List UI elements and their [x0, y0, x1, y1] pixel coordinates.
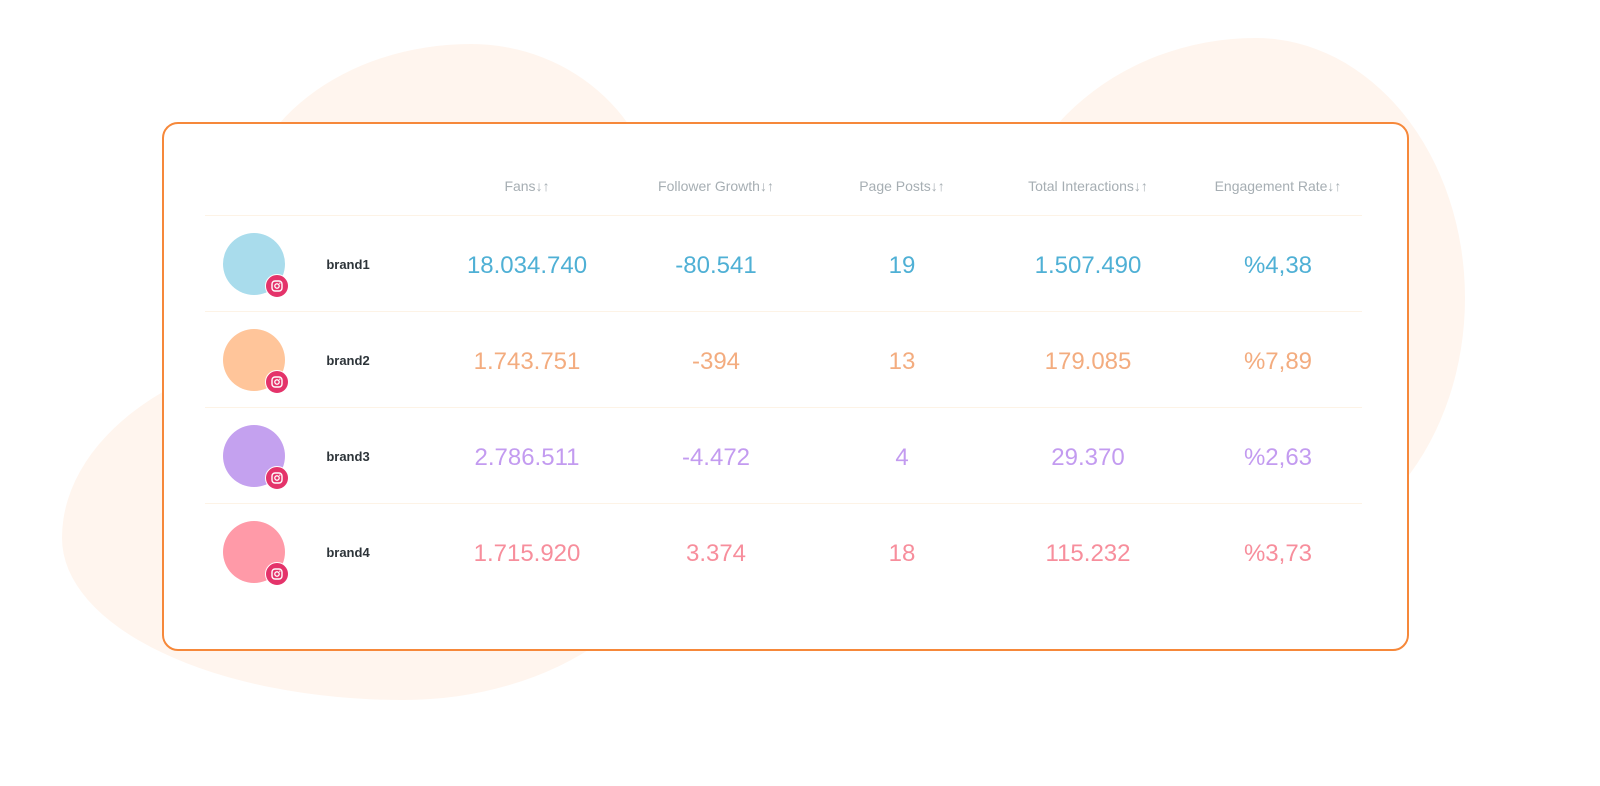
metric-value: 1.507.490: [1034, 252, 1142, 279]
instagram-icon: [265, 370, 289, 394]
metric-value: 19: [888, 252, 916, 279]
sort-header-1[interactable]: Follower Growth↓↑: [658, 178, 774, 194]
brand-name[interactable]: brand2: [326, 353, 370, 368]
sort-header-2[interactable]: Page Posts↓↑: [859, 178, 945, 194]
metric-value: -394: [691, 348, 741, 375]
metric-value: %3,73: [1243, 540, 1313, 567]
brand-name[interactable]: brand3: [326, 449, 370, 464]
table-row: brand2 1.743.751 -394 13 179.085 %7,89: [205, 311, 1362, 408]
sort-header-0[interactable]: Fans↓↑: [504, 178, 549, 194]
brand-name[interactable]: brand4: [326, 545, 370, 560]
metric-value: %2,63: [1243, 444, 1313, 471]
instagram-icon: [265, 562, 289, 586]
metric-value: 29.370: [1051, 444, 1125, 471]
metric-value: 3.374: [685, 540, 747, 567]
metric-value: 179.085: [1044, 348, 1132, 375]
sort-icon: ↓↑: [1133, 178, 1148, 194]
metric-value: -4.472: [681, 444, 751, 471]
metric-value: 1.715.920: [473, 540, 581, 567]
sort-icon: ↓↑: [1327, 178, 1342, 194]
brand-comparison-card: [162, 122, 1409, 651]
metric-value: 1.743.751: [473, 348, 581, 375]
header-label: Fans: [504, 178, 536, 194]
metric-value: %4,38: [1243, 252, 1313, 279]
sort-icon: ↓↑: [535, 178, 550, 194]
metric-value: %7,89: [1243, 348, 1313, 375]
header-label: Page Posts: [859, 178, 931, 194]
header-label: Total Interactions: [1028, 178, 1134, 194]
metric-value: 2.786.511: [474, 444, 580, 471]
instagram-icon: [265, 274, 289, 298]
header-label: Follower Growth: [658, 178, 760, 194]
sort-header-4[interactable]: Engagement Rate↓↑: [1215, 178, 1342, 194]
sort-icon: ↓↑: [930, 178, 945, 194]
sort-icon: ↓↑: [759, 178, 774, 194]
table-row: brand4 1.715.920 3.374 18 115.232 %3,73: [205, 503, 1362, 600]
metric-value: 4: [895, 444, 909, 471]
instagram-icon: [265, 466, 289, 490]
table-header: Fans↓↑ Follower Growth↓↑ Page Posts↓↑ Total…: [205, 172, 1362, 200]
table-row: brand3 2.786.511 -4.472 4 29.370 %2,63: [205, 407, 1362, 504]
header-label: Engagement Rate: [1214, 178, 1328, 194]
metric-value: 115.232: [1045, 540, 1131, 567]
sort-header-3[interactable]: Total Interactions↓↑: [1028, 178, 1148, 194]
metric-value: 13: [888, 348, 916, 375]
table-row: brand1 18.034.740 -80.541 19 1.507.490 %4,38: [205, 215, 1362, 312]
metric-value: 18.034.740: [466, 252, 588, 279]
brand-name[interactable]: brand1: [326, 257, 370, 272]
metric-value: 18: [888, 540, 916, 567]
metric-value: -80.541: [675, 252, 757, 279]
